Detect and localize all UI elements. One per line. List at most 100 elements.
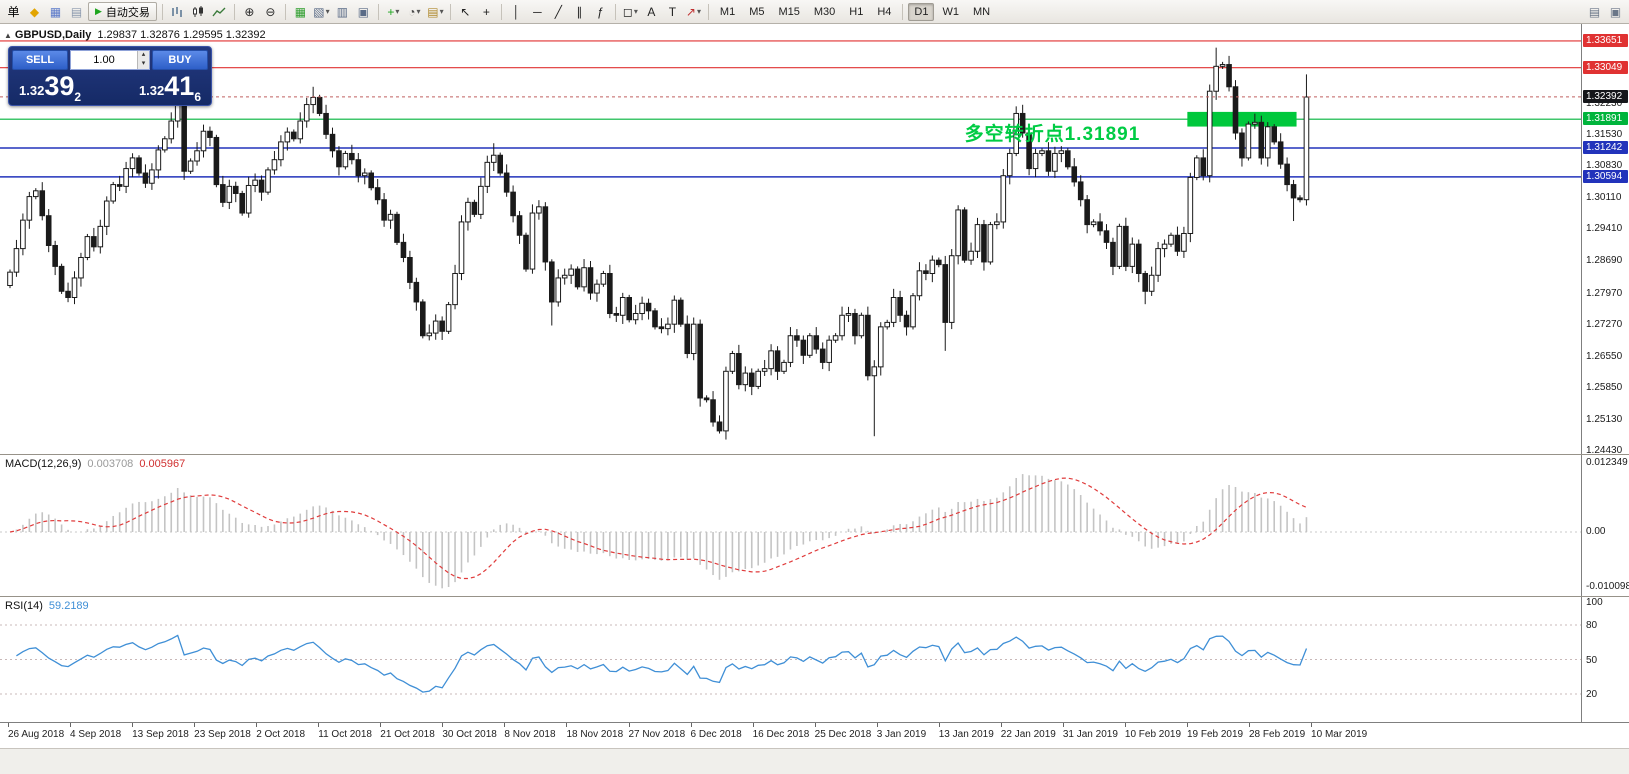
price-axis-tick: 1.25850	[1586, 381, 1623, 393]
toolbar-separator	[449, 3, 451, 20]
templates-icon[interactable]: ▤ ▾	[426, 2, 445, 21]
periods-icon[interactable]: ◔ ▾	[405, 2, 424, 21]
volume-down-button[interactable]: ▾	[138, 60, 149, 69]
time-axis-label: 21 Oct 2018	[380, 729, 435, 740]
price-level-badge: 1.30594	[1583, 169, 1628, 183]
price-axis-tick: 1.29410	[1586, 223, 1623, 235]
buy-button[interactable]: BUY	[152, 50, 208, 70]
sell-price: 1.32 39 2	[19, 71, 81, 104]
timeframe-m5-button[interactable]: M5	[749, 5, 765, 18]
new-chart-icon[interactable]: ▧ ▾	[312, 2, 331, 21]
time-axis-label: 4 Sep 2018	[70, 729, 122, 740]
candlestick-chart-icon[interactable]	[189, 2, 208, 21]
timeframe-m1-button[interactable]: M1	[719, 5, 736, 18]
rsi-axis-tick: 100	[1586, 597, 1603, 608]
timeframe-d1-button[interactable]: D1	[908, 2, 935, 21]
timeframe-w1-button[interactable]: W1	[942, 5, 959, 18]
price-axis-tick: 1.28690	[1586, 255, 1623, 267]
label-icon[interactable]: T	[663, 2, 682, 21]
toolbar-separator	[614, 3, 616, 20]
arrows-icon[interactable]: ↗ ▾	[684, 2, 703, 21]
chevron-down-icon: ▾	[416, 6, 421, 16]
chevron-down-icon: ▾	[439, 6, 444, 16]
sell-price-pips: 39	[44, 71, 75, 101]
sell-button[interactable]: SELL	[12, 50, 68, 70]
toolbar-separator	[284, 3, 286, 20]
indicators-icon[interactable]: + ▾	[384, 2, 403, 21]
timeframe-mn-button[interactable]: MN	[972, 5, 991, 18]
text-icon[interactable]: A	[642, 2, 661, 21]
macd-label: MACD(12,26,9) 0.003708 0.005967	[5, 458, 185, 470]
collapse-one-click-icon[interactable]: ▲	[4, 31, 12, 40]
toolbar-overflow-icon[interactable]: ▣	[1606, 2, 1625, 21]
timeframe-m30-button[interactable]: M30	[813, 5, 836, 18]
ohlc-bars-icon[interactable]	[168, 2, 187, 21]
rsi-canvas[interactable]	[0, 597, 1581, 722]
chart-shift-icon[interactable]: ▥	[333, 2, 352, 21]
profiles-icon: ▤	[70, 4, 83, 19]
market-watch-icon[interactable]: ▤	[1585, 2, 1604, 21]
toolbar-separator	[233, 3, 235, 20]
volume-input[interactable]	[71, 51, 137, 69]
charts-icon[interactable]: ▦	[46, 2, 65, 21]
macd-canvas[interactable]	[0, 455, 1581, 596]
rsi-panel: RSI(14) 59.2189 100 80 50 20	[0, 597, 1629, 722]
price-axis-tick: 1.31530	[1586, 129, 1623, 141]
cursor-icon[interactable]: ↖	[456, 2, 475, 21]
macd-axis[interactable]: 0.012349 0.00 -0.010098	[1581, 455, 1629, 596]
macd-panel: MACD(12,26,9) 0.003708 0.005967 0.012349 0.…	[0, 455, 1629, 597]
market-watch-icon: ▤	[1588, 4, 1601, 19]
channel-icon[interactable]: ∥	[570, 2, 589, 21]
new-order-menu[interactable]: 单	[7, 4, 20, 19]
charts-icon: ▦	[49, 4, 62, 19]
price-axis[interactable]: 1.329501.322301.315301.308301.301101.294…	[1581, 24, 1629, 456]
time-axis-label: 26 Aug 2018	[8, 729, 65, 740]
chevron-down-icon: ▾	[325, 6, 330, 16]
shapes-icon[interactable]: ◻ ▾	[621, 2, 640, 21]
autotrading-label: 自动交易	[105, 6, 150, 19]
time-axis-label: 6 Dec 2018	[690, 729, 742, 740]
profiles-icon[interactable]: ▤	[67, 2, 86, 21]
time-axis-label: 10 Feb 2019	[1124, 729, 1182, 740]
zoom-in-icon[interactable]: ⊕	[240, 2, 259, 21]
time-axis[interactable]: 26 Aug 2018 4 Sep 2018 13 Sep 2018 23 Sep 2…	[0, 722, 1629, 748]
auto-scroll-icon[interactable]: ▣	[354, 2, 373, 21]
volume-up-button[interactable]: ▴	[138, 51, 149, 60]
rsi-axis[interactable]: 100 80 50 20	[1581, 597, 1629, 722]
time-axis-label: 10 Mar 2019	[1311, 729, 1368, 740]
tile-windows-icon[interactable]: ▦	[291, 2, 310, 21]
price-axis-tick: 1.26550	[1586, 350, 1623, 362]
ohlc-values: 1.29837 1.32876 1.29595 1.32392	[97, 29, 266, 41]
vertical-line-icon: │	[512, 4, 521, 19]
pivot-annotation[interactable]: 多空转折点1.31891	[964, 123, 1141, 145]
fibonacci-icon[interactable]: ƒ	[591, 2, 610, 21]
buy-price-pips: 41	[164, 71, 195, 101]
macd-axis-tick: -0.010098	[1586, 581, 1629, 592]
time-axis-tick	[1000, 723, 1002, 727]
line-chart-icon[interactable]	[210, 2, 229, 21]
timeframe-m15-button[interactable]: M15	[778, 5, 800, 18]
time-axis-label: 28 Feb 2019	[1249, 729, 1306, 740]
autotrading-button[interactable]: ▶ 自动交易	[88, 2, 157, 21]
auto-scroll-icon: ▣	[357, 4, 370, 19]
timeframe-h4-button[interactable]: H4	[877, 5, 892, 18]
chevron-down-icon: ▾	[633, 6, 638, 16]
price-axis-tick: 1.32230	[1586, 98, 1623, 110]
chart-ohlc-readout: ▲ GBPUSD,Daily 1.29837 1.32876 1.29595 1.3…	[4, 29, 266, 41]
rsi-value: 59.2189	[48, 600, 89, 612]
price-chart-canvas[interactable]	[0, 24, 1581, 454]
time-axis-tick	[876, 723, 878, 727]
timeframe-h1-button[interactable]: H1	[849, 5, 864, 18]
toolbar-separator	[377, 3, 379, 20]
crosshair-icon[interactable]: +	[477, 2, 496, 21]
rsi-axis-tick: 50	[1586, 654, 1598, 666]
time-axis-label: 13 Jan 2019	[938, 729, 994, 740]
new-order-icon[interactable]: ◆	[25, 2, 44, 21]
new-chart-icon: ▧	[313, 4, 325, 19]
horizontal-line-icon[interactable]: ─	[528, 2, 547, 21]
rsi-name: RSI(14)	[5, 600, 43, 612]
trendline-icon[interactable]: ╱	[549, 2, 568, 21]
zoom-out-icon[interactable]: ⊖	[261, 2, 280, 21]
vertical-line-icon[interactable]: │	[507, 2, 526, 21]
price-axis-tick: 1.24430	[1586, 444, 1623, 456]
